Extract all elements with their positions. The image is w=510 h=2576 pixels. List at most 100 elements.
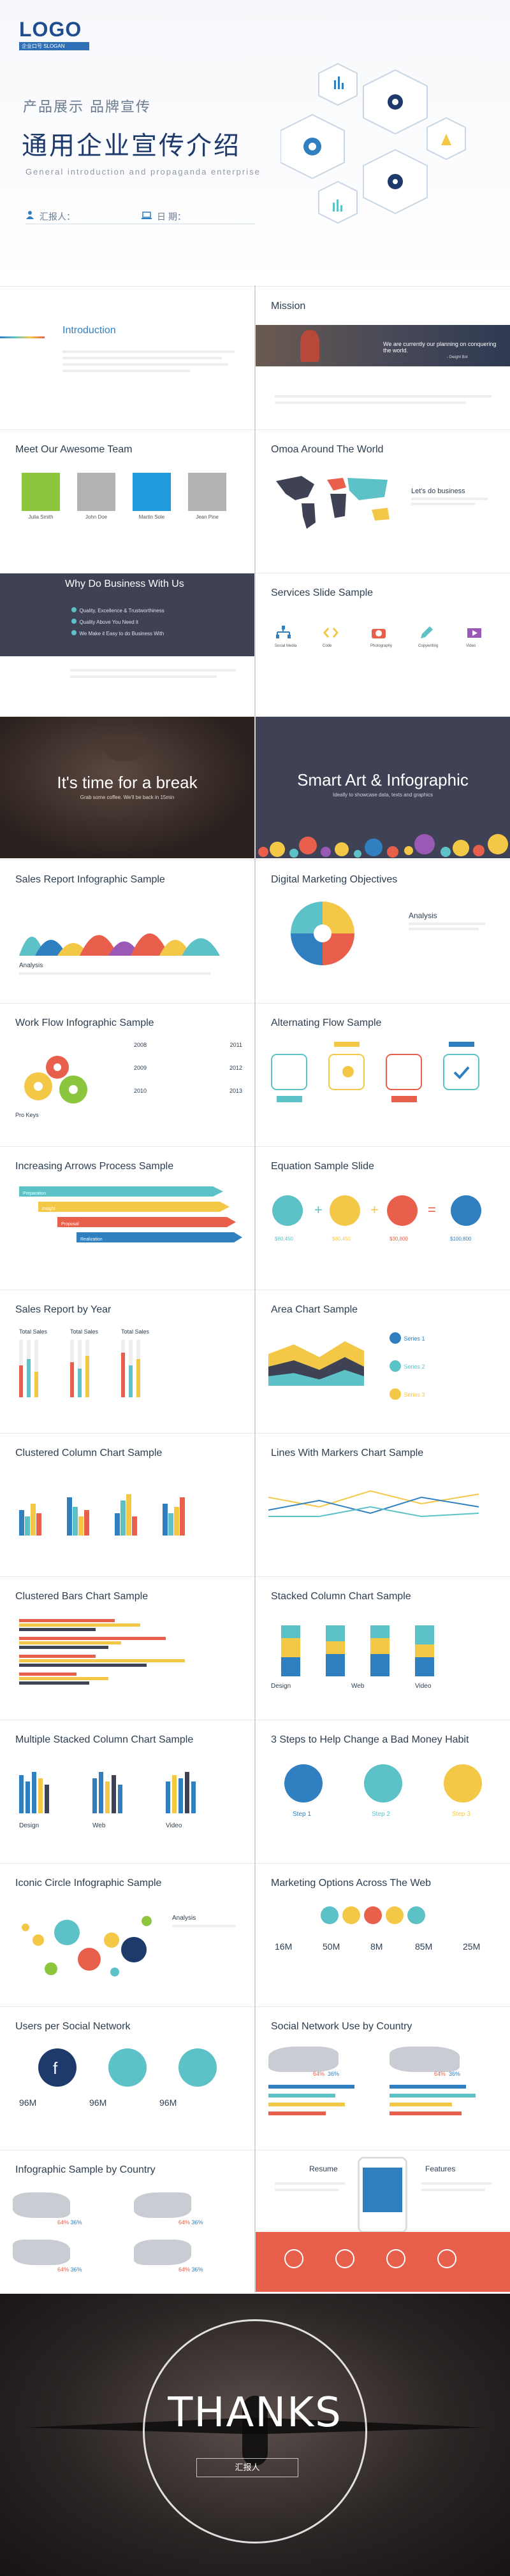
world-side-title: Let's do business bbox=[411, 487, 465, 495]
reporter-label: 汇报人： bbox=[40, 212, 75, 222]
team-photo bbox=[133, 473, 171, 511]
slide-subtitle: Ideally to showcase data, texts and grap… bbox=[333, 792, 433, 798]
svg-text:+: + bbox=[370, 1202, 379, 1218]
slide-iconic: Iconic Circle Infographic Sample Analysi… bbox=[0, 1863, 254, 2005]
check-item: Quality Above You Need it bbox=[71, 615, 164, 627]
mountain-chart bbox=[19, 933, 220, 956]
arrow-step: Preparation bbox=[19, 1186, 223, 1197]
slide-title: Why Do Business With Us bbox=[65, 579, 184, 589]
alternating-flow bbox=[271, 1042, 479, 1102]
slide-title: Marketing Options Across The Web bbox=[271, 1878, 432, 1889]
slide-digital: Digital Marketing Objectives Analysis bbox=[256, 860, 510, 1002]
logo-slogan: 企业口号 SLOGAN bbox=[19, 42, 89, 50]
slide-title: Infographic Sample by Country bbox=[15, 2164, 156, 2175]
country-map bbox=[13, 2192, 70, 2218]
country-map bbox=[134, 2240, 191, 2265]
slide-arrows: Increasing Arrows Process Sample Prepara… bbox=[0, 1146, 254, 1288]
gears-graphic bbox=[24, 1056, 87, 1104]
slide-title: Multiple Stacked Column Chart Sample bbox=[15, 1734, 194, 1745]
slide-title: Omoa Around The World bbox=[271, 444, 384, 455]
slide-area: Area Chart Sample Series 1 Series 2 Seri… bbox=[256, 1290, 510, 1432]
slide-title: Increasing Arrows Process Sample bbox=[15, 1161, 174, 1172]
cover-subtitle: General introduction and propaganda ente… bbox=[26, 167, 261, 176]
sales-year-bars bbox=[19, 1340, 140, 1397]
slide-title: Clustered Column Chart Sample bbox=[15, 1448, 163, 1458]
reporter-box: 汇报人 bbox=[196, 2458, 298, 2477]
coffee-cup-icon bbox=[102, 736, 147, 761]
area-chart bbox=[268, 1341, 364, 1386]
check-item: We Make it Easy to do Business With bbox=[71, 627, 164, 638]
feature-icons bbox=[284, 2249, 456, 2268]
slide-world: Omoa Around The World Let's do business bbox=[256, 429, 510, 572]
team-photo bbox=[22, 473, 60, 511]
team-photo bbox=[77, 473, 115, 511]
slide-title: Iconic Circle Infographic Sample bbox=[15, 1878, 162, 1889]
social-icons-row bbox=[321, 1906, 425, 1924]
mission-quote: We are currently our planning on conquer… bbox=[383, 341, 497, 354]
cover-title: 通用企业宣传介绍 bbox=[22, 131, 241, 161]
slide-title: Social Network Use by Country bbox=[271, 2021, 412, 2032]
slide-introduction: Introduction bbox=[0, 286, 254, 428]
phone-mockup bbox=[358, 2157, 407, 2233]
slide-marketing: Marketing Options Across The Web 16M 50M… bbox=[256, 1863, 510, 2005]
svg-text:+: + bbox=[314, 1202, 323, 1218]
slide-steps: 3 Steps to Help Change a Bad Money Habit… bbox=[256, 1720, 510, 1862]
video-icon bbox=[467, 628, 481, 638]
slide-resume: Resume Features bbox=[256, 2150, 510, 2292]
slide-title: It's time for a break bbox=[57, 773, 198, 792]
runner-figure bbox=[300, 330, 319, 362]
slide-equation: Equation Sample Slide + + = $60,450 $80,… bbox=[256, 1146, 510, 1288]
member-name: Martin Sole bbox=[138, 514, 165, 520]
country-map bbox=[268, 2047, 339, 2072]
slide-users-social: Users per Social Network f 96M 96M 96M bbox=[0, 2006, 254, 2148]
slide-break: It's time for a break Grab some coffee. … bbox=[0, 716, 254, 858]
country-map bbox=[13, 2240, 70, 2265]
slide-lines: Lines With Markers Chart Sample bbox=[256, 1433, 510, 1575]
country-map bbox=[134, 2192, 191, 2218]
slide-title: Introduction bbox=[62, 325, 116, 336]
slide-title: Sales Report by Year bbox=[15, 1304, 112, 1315]
features-title: Features bbox=[425, 2164, 456, 2173]
analysis-caption: Analysis bbox=[19, 962, 43, 969]
country-map bbox=[390, 2047, 460, 2072]
slide-clustered-col: Clustered Column Chart Sample bbox=[0, 1433, 254, 1575]
member-name: Julia Smith bbox=[28, 514, 54, 520]
equation-circles: + + = bbox=[272, 1195, 481, 1226]
logo-text: LOGO bbox=[19, 18, 82, 41]
slide-mission: Mission We are currently our planning on… bbox=[256, 286, 510, 428]
clustered-bar-chart bbox=[19, 1619, 185, 1685]
check-item: Quality, Excellence & Trustworthiness bbox=[71, 604, 164, 615]
slide-title: Lines With Markers Chart Sample bbox=[271, 1448, 424, 1458]
quadrant-circle bbox=[291, 902, 354, 965]
arrow-step: Proposal bbox=[57, 1217, 236, 1227]
slide-stacked-col: Stacked Column Chart Sample Design Web V… bbox=[256, 1576, 510, 1718]
slide-sales-year: Sales Report by Year Total Sales Total S… bbox=[0, 1290, 254, 1432]
slide-multi-stacked: Multiple Stacked Column Chart Sample Des… bbox=[0, 1720, 254, 1862]
slide-title: Users per Social Network bbox=[15, 2021, 131, 2032]
slide-title: Alternating Flow Sample bbox=[271, 1018, 382, 1028]
date-label: 日 期： bbox=[157, 212, 186, 222]
iconic-circles bbox=[22, 1916, 152, 1976]
laptop-icon bbox=[142, 211, 152, 219]
slide-smartart: Smart Art & Infographic Ideally to showc… bbox=[256, 716, 510, 858]
slide-title: Meet Our Awesome Team bbox=[15, 444, 133, 455]
world-map bbox=[276, 476, 390, 529]
stacked-column-chart bbox=[281, 1625, 434, 1676]
sitemap-icon bbox=[276, 626, 291, 638]
slide-team: Meet Our Awesome Team Julia Smith John D… bbox=[0, 429, 254, 572]
slide-sales-report: Sales Report Infographic Sample Analysis bbox=[0, 860, 254, 1002]
slide-subtitle: Grab some coffee. We'll be back in 15min bbox=[80, 795, 175, 800]
slide-title: Sales Report Infographic Sample bbox=[15, 874, 165, 885]
slide-services: Services Slide Sample Social Media Code … bbox=[256, 573, 510, 715]
slide-title: Area Chart Sample bbox=[271, 1304, 358, 1315]
cover-slide: LOGO 企业口号 SLOGAN 产品展示 品牌宣传 通用企业宣传介绍 Gene… bbox=[0, 0, 510, 285]
logo: LOGO 企业口号 SLOGAN bbox=[19, 18, 89, 50]
slide-title: Services Slide Sample bbox=[271, 587, 374, 598]
slide-title: Stacked Column Chart Sample bbox=[271, 1591, 411, 1602]
slide-alternating: Alternating Flow Sample bbox=[256, 1003, 510, 1145]
slide-title: Smart Art & Infographic bbox=[297, 770, 469, 789]
hexagon-cluster bbox=[280, 62, 466, 224]
slide-by-country: Infographic Sample by Country 64% 36% 64… bbox=[0, 2150, 254, 2292]
bubble-decoration bbox=[258, 834, 508, 858]
line-chart bbox=[268, 1490, 479, 1518]
